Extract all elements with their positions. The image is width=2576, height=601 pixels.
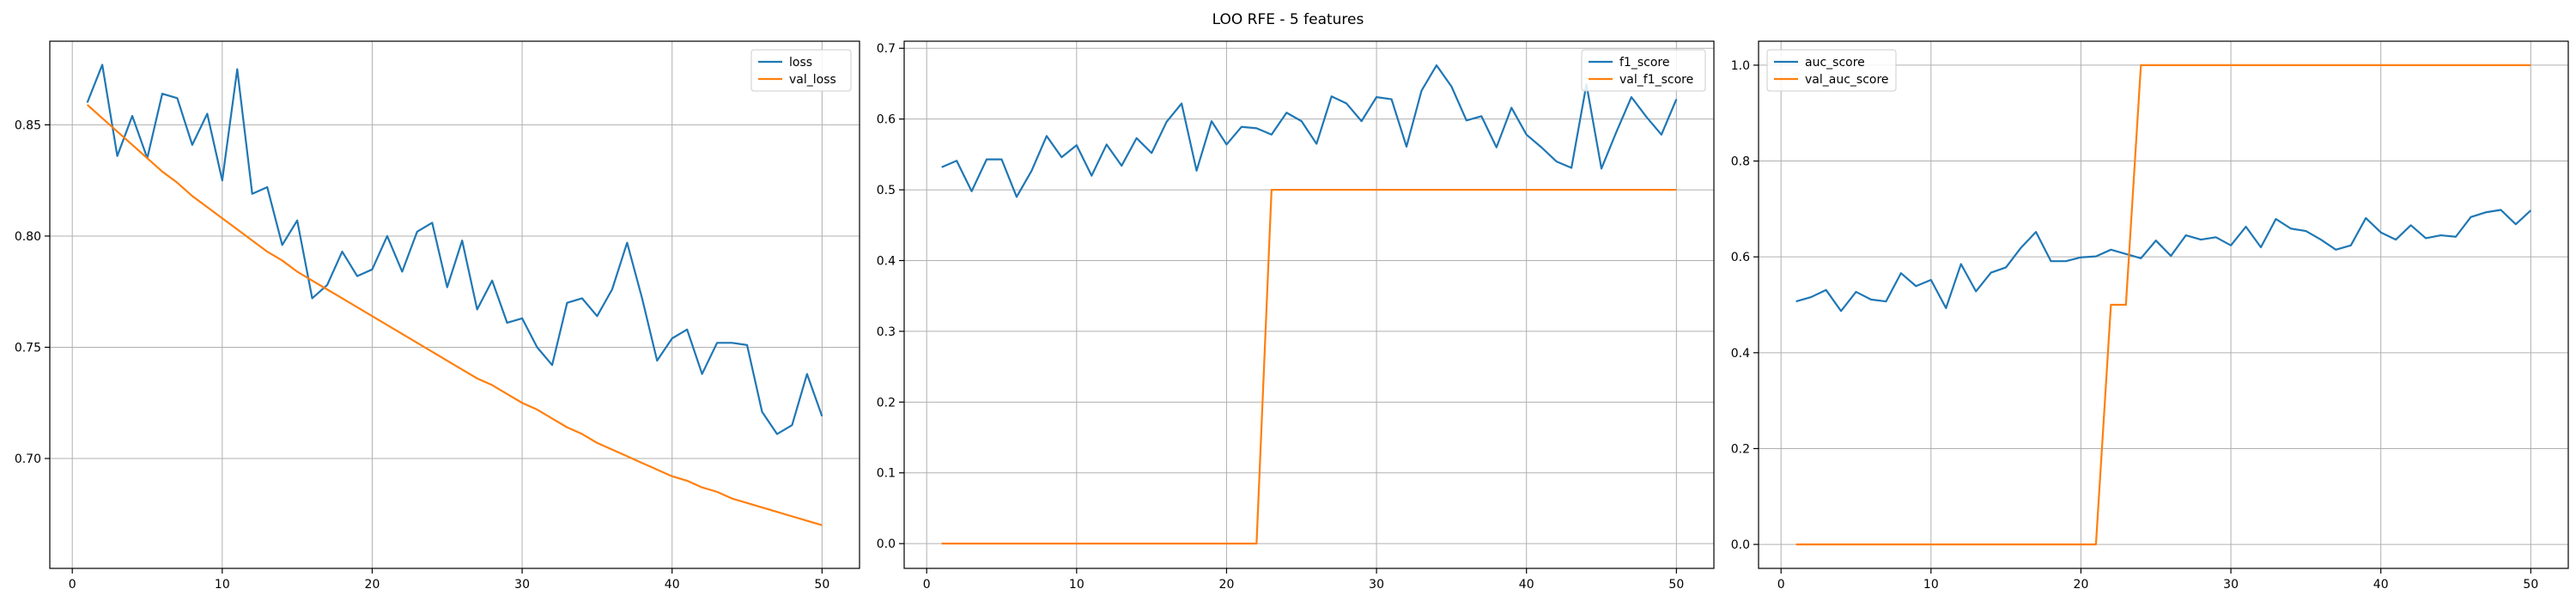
y-tick-label: 0.2 bbox=[1731, 442, 1750, 456]
legend-label: val_loss bbox=[789, 73, 836, 87]
charts-container: 0 10 20 30 40 500.700.750.800.85lossval_loss0… bbox=[15, 40, 2569, 592]
x-tick-label: 40 bbox=[2373, 578, 2389, 592]
y-tick-label: 0.7 bbox=[877, 42, 896, 56]
axes-frame bbox=[49, 40, 860, 569]
chart-panel-2: 0 10 20 30 40 50 0.0 0.1 0.2 0.3 0.4 0.5 0.6 0.7 f1_sc… bbox=[877, 40, 1715, 592]
series-line-f1_score bbox=[941, 64, 1678, 198]
axes-frame bbox=[903, 40, 1715, 569]
x-tick-label: 50 bbox=[1668, 578, 1684, 592]
y-tick-label: 0.85 bbox=[15, 118, 41, 132]
y-tick-label: 0.2 bbox=[877, 396, 896, 410]
y-tick-label: 0.6 bbox=[877, 113, 896, 127]
chart-panel-1: 0 10 20 30 40 50 0.70 0.75 0.80 0.85 loss val_loss bbox=[15, 40, 860, 592]
legend-box bbox=[1581, 49, 1706, 92]
x-tick-label: 10 bbox=[1069, 578, 1084, 592]
x-tick-label: 0 bbox=[923, 578, 931, 592]
legend: auc_score val_auc_score bbox=[1766, 49, 1897, 92]
x-tick-label: 50 bbox=[814, 578, 829, 592]
y-tick-label: 0.1 bbox=[877, 467, 896, 481]
x-tick-label: 30 bbox=[514, 578, 530, 592]
series-line-val_loss bbox=[86, 104, 823, 526]
axes-frame bbox=[1758, 40, 2569, 569]
x-tick-label: 10 bbox=[1923, 578, 1939, 592]
y-tick-label: 0.4 bbox=[877, 254, 896, 268]
legend: f1_score val_f1_score bbox=[1581, 49, 1706, 92]
y-tick-label: 0.70 bbox=[15, 452, 41, 466]
y-tick-label: 0.6 bbox=[1731, 251, 1750, 264]
x-tick-label: 20 bbox=[1219, 578, 1235, 592]
x-tick-label: 30 bbox=[2223, 578, 2239, 592]
legend-box bbox=[1766, 49, 1897, 92]
series-line-val_f1_score bbox=[941, 188, 1677, 545]
legend: loss val_loss bbox=[750, 49, 852, 92]
x-tick-label: 10 bbox=[215, 578, 230, 592]
y-tick-label: 0.4 bbox=[1731, 347, 1750, 361]
legend-box bbox=[750, 49, 852, 92]
y-tick-label: 0.75 bbox=[15, 341, 41, 355]
chart-panel-3: 0 10 20 30 40 50 0.0 0.2 0.4 0.6 0.8 1.0 auc_scoreva… bbox=[1731, 40, 2569, 592]
series-line-auc_score bbox=[1795, 209, 2532, 313]
x-tick-label: 0 bbox=[69, 578, 76, 592]
x-tick-label: 0 bbox=[1777, 578, 1785, 592]
x-tick-label: 20 bbox=[365, 578, 380, 592]
x-tick-label: 40 bbox=[665, 578, 680, 592]
legend-label: val_auc_score bbox=[1805, 73, 1889, 87]
y-tick-label: 0.0 bbox=[877, 537, 896, 551]
legend-label: loss bbox=[789, 56, 812, 70]
y-tick-label: 0.8 bbox=[1731, 155, 1750, 169]
figure-title: LOO RFE - 5 features bbox=[1212, 11, 1364, 28]
series-line-val_auc_score bbox=[1795, 64, 2531, 546]
legend-label: val_f1_score bbox=[1619, 73, 1693, 87]
series-line-loss bbox=[86, 64, 823, 435]
legend-label: auc_score bbox=[1805, 56, 1865, 70]
legend-label: f1_score bbox=[1619, 56, 1669, 70]
x-tick-label: 20 bbox=[2074, 578, 2089, 592]
y-tick-label: 0.5 bbox=[877, 184, 896, 197]
x-tick-label: 50 bbox=[2523, 578, 2538, 592]
y-tick-label: 1.0 bbox=[1731, 59, 1750, 73]
y-tick-label: 0.80 bbox=[15, 230, 41, 244]
y-tick-label: 0.0 bbox=[1731, 538, 1750, 552]
x-tick-label: 40 bbox=[1519, 578, 1534, 592]
x-tick-label: 30 bbox=[1369, 578, 1384, 592]
y-tick-label: 0.3 bbox=[877, 325, 896, 339]
